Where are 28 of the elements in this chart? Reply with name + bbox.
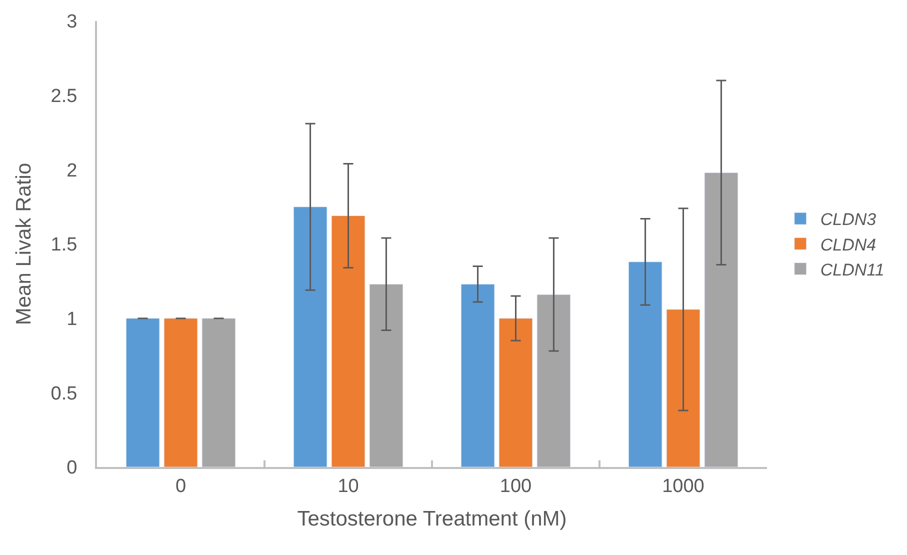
bar	[164, 318, 198, 467]
legend-label: CLDN4	[820, 235, 876, 254]
bar	[331, 216, 366, 467]
bar	[536, 294, 571, 467]
y-tick-label: 0	[66, 458, 78, 479]
y-tick-label: 2	[66, 160, 78, 182]
bar	[369, 284, 404, 467]
y-tick-label: 0.5	[50, 383, 78, 404]
bar	[126, 318, 160, 467]
y-tick-label: 2.5	[50, 86, 78, 107]
y-tick-label: 1.5	[50, 234, 78, 256]
bar	[293, 206, 328, 467]
y-tick-label: 1	[66, 308, 78, 330]
y-tick-label: 3	[66, 12, 78, 33]
x-tick-label: 0	[175, 476, 186, 497]
bar	[202, 318, 236, 467]
bar	[666, 309, 700, 467]
bar	[628, 262, 662, 467]
bar	[498, 318, 533, 467]
bar	[460, 284, 495, 467]
x-tick-label: 10	[338, 476, 359, 497]
x-axis-title: Testosterone Treatment (nM)	[297, 508, 567, 530]
legend-label: CLDN3	[820, 210, 877, 230]
legend-label: CLDN11	[820, 260, 884, 280]
x-tick-label: 100	[500, 476, 532, 497]
y-axis-title: Mean Livak Ratio	[12, 162, 36, 326]
bar	[704, 172, 738, 467]
x-tick-label: 1000	[662, 476, 704, 497]
